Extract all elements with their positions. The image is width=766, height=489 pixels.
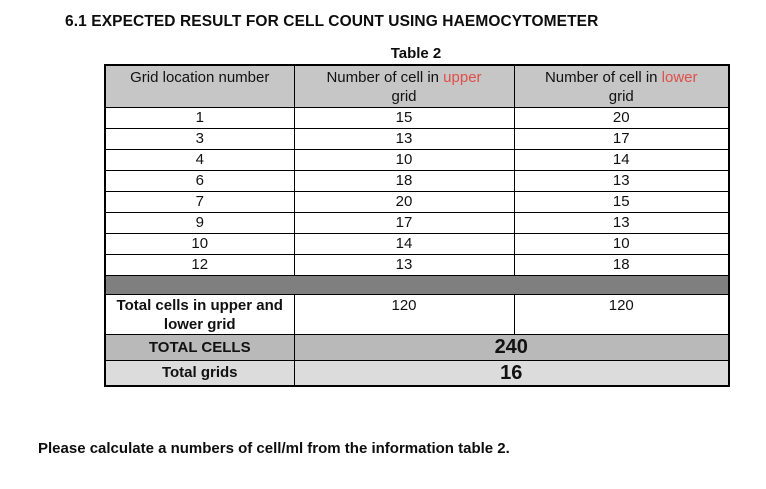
subtotal-label: Total cells in upper and lower grid (104, 293, 295, 335)
lower-count-cell: 17 (513, 127, 730, 150)
upper-count-cell: 13 (293, 127, 515, 150)
grid-location-cell: 4 (104, 148, 295, 171)
header-row: Grid location number Number of cell in u… (104, 64, 730, 108)
total-cells-row: TOTAL CELLS 240 (104, 333, 730, 361)
upper-count-cell: 15 (293, 106, 515, 129)
table-row: 1 15 20 (104, 106, 730, 129)
total-cells-value: 240 (293, 333, 730, 361)
grid-location-cell: 12 (104, 253, 295, 276)
grid-location-cell: 9 (104, 211, 295, 234)
total-cells-label: TOTAL CELLS (104, 333, 295, 361)
column-header-grid-location: Grid location number (104, 64, 295, 108)
upper-count-cell: 18 (293, 169, 515, 192)
grid-location-cell: 3 (104, 127, 295, 150)
cell-count-table: Grid location number Number of cell in u… (104, 64, 730, 387)
lower-count-cell: 14 (513, 148, 730, 171)
table-caption: Table 2 (390, 45, 442, 62)
upper-count-cell: 14 (293, 232, 515, 255)
table-row: 10 14 10 (104, 232, 730, 255)
table-row: 3 13 17 (104, 127, 730, 150)
total-grids-row: Total grids 16 (104, 359, 730, 387)
lower-count-cell: 13 (513, 169, 730, 192)
grid-location-cell: 6 (104, 169, 295, 192)
upper-count-cell: 17 (293, 211, 515, 234)
section-title: 6.1 EXPECTED RESULT FOR CELL COUNT USING… (65, 13, 599, 30)
separator-row (104, 274, 730, 295)
table-row: 12 13 18 (104, 253, 730, 276)
grid-location-cell: 10 (104, 232, 295, 255)
table-row: 6 18 13 (104, 169, 730, 192)
grid-location-cell: 7 (104, 190, 295, 213)
lower-total-cell: 120 (513, 293, 730, 335)
lower-count-cell: 20 (513, 106, 730, 129)
lower-count-cell: 18 (513, 253, 730, 276)
upper-highlight: upper (443, 69, 482, 86)
document-page: 6.1 EXPECTED RESULT FOR CELL COUNT USING… (0, 13, 766, 489)
column-header-lower: Number of cell in lower grid (513, 64, 730, 108)
table-row: 7 20 15 (104, 190, 730, 213)
upper-count-cell: 10 (293, 148, 515, 171)
lower-count-cell: 15 (513, 190, 730, 213)
lower-count-cell: 13 (513, 211, 730, 234)
instruction-text: Please calculate a numbers of cell/ml fr… (38, 440, 510, 457)
subtotal-row: Total cells in upper and lower grid 120 … (104, 293, 730, 335)
lower-highlight: lower (661, 69, 698, 86)
upper-count-cell: 13 (293, 253, 515, 276)
grid-location-cell: 1 (104, 106, 295, 129)
table-row: 9 17 13 (104, 211, 730, 234)
lower-count-cell: 10 (513, 232, 730, 255)
column-header-upper: Number of cell in upper grid (293, 64, 515, 108)
upper-count-cell: 20 (293, 190, 515, 213)
total-grids-value: 16 (293, 359, 730, 387)
table-row: 4 10 14 (104, 148, 730, 171)
upper-total-cell: 120 (293, 293, 515, 335)
total-grids-label: Total grids (104, 359, 295, 387)
separator-band (104, 274, 730, 295)
